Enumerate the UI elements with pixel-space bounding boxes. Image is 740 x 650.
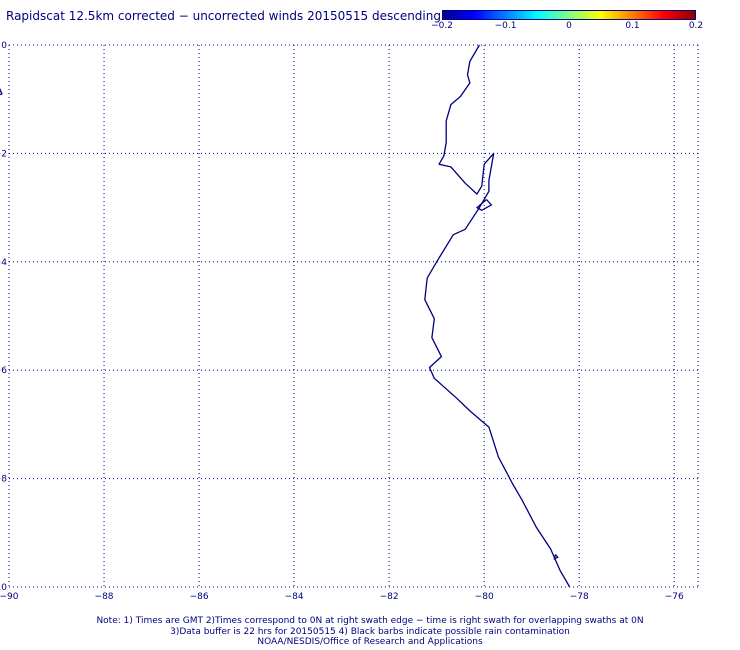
coastline [424,44,571,588]
axis-tick-labels: −90 −88 −86 −84 −82 −80 −78 −76 0 −2 −4 −6 −8 −10 [0,41,684,602]
island-outline [475,199,493,212]
x-tick-label: −88 [95,592,114,602]
island-outline [553,554,559,560]
x-tick-label: −76 [665,592,684,602]
island-outline [0,87,3,96]
map-grid [8,44,699,588]
footnotes: Note: 1) Times are GMT 2)Times correspon… [0,616,740,648]
map-title: Rapidscat 12.5km corrected − uncorrected… [6,9,441,23]
colorbar-label: 0.2 [688,21,704,31]
colorbar-label: 0 [566,21,572,31]
colorbar-label: −0.1 [494,21,517,31]
y-tick-label: −10 [0,583,7,593]
coastline-layer [0,44,571,588]
y-tick-label: −2 [0,149,7,159]
x-tick-label: −84 [285,592,304,602]
x-tick-label: −80 [475,592,494,602]
y-tick-label: −8 [0,475,7,485]
x-tick-label: −86 [190,592,209,602]
note-line-3: NOAA/NESDIS/Office of Research and Appli… [257,637,483,647]
x-tick-label: −82 [380,592,399,602]
x-tick-label: −90 [0,592,19,602]
y-tick-label: 0 [1,41,7,51]
y-tick-label: −6 [0,366,7,376]
y-tick-label: −4 [0,258,7,268]
x-tick-label: −78 [570,592,589,602]
note-line-1: Note: 1) Times are GMT 2)Times correspon… [96,616,644,626]
note-line-2: 3)Data buffer is 22 hrs for 20150515 4) … [170,626,570,637]
colorbar-label: −0.2 [431,21,453,31]
colorbar-label: 0.1 [625,21,640,31]
colorbar [442,10,696,20]
